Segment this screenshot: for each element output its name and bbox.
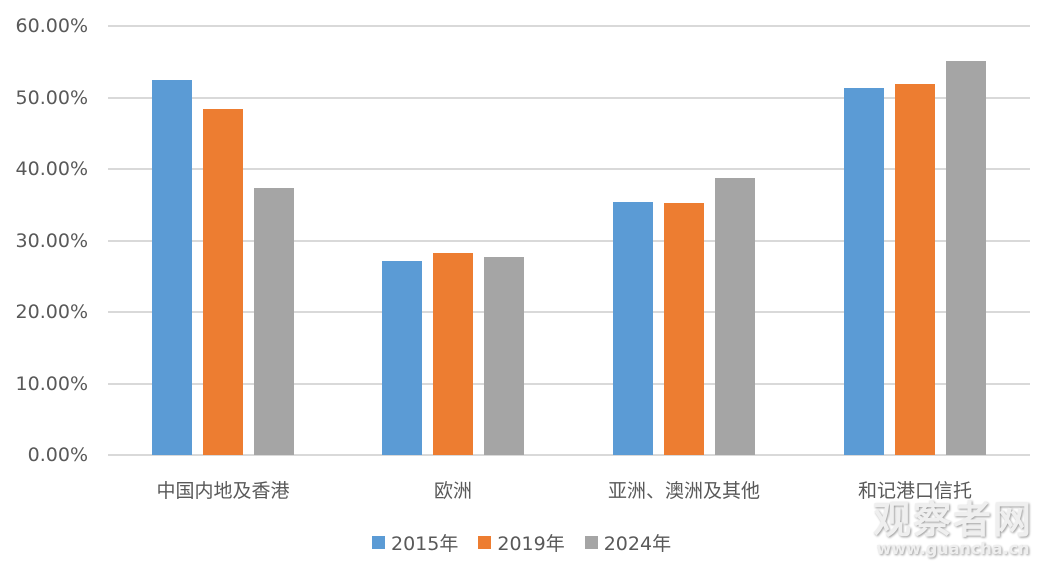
legend-item-2015: 2015年 [372, 529, 458, 556]
legend-label-2015: 2015年 [391, 533, 459, 555]
watermark-logo: 观察者网 www.guancha.cn [873, 500, 1033, 558]
bar-2024-1 [484, 256, 524, 455]
y-tick-label: 10.00% [15, 372, 88, 395]
bar-2019-2 [664, 203, 704, 455]
bar-2024-0 [254, 187, 294, 455]
x-category-label: 中国内地及香港 [156, 480, 290, 502]
legend-item-2019: 2019年 [478, 529, 565, 556]
y-tick-label: 0.00% [27, 444, 88, 466]
y-tick-label: 20.00% [15, 301, 88, 323]
gridline [108, 239, 1030, 242]
gridline [108, 96, 1030, 99]
gridline [108, 25, 1030, 27]
watermark-title: 观察者网 [872, 498, 1033, 542]
bar-2019-0 [203, 108, 243, 455]
gridline [108, 454, 1030, 456]
legend-label-2024: 2024年 [603, 533, 672, 555]
bar-2015-0 [152, 80, 192, 455]
y-tick-label: 60.00% [15, 15, 88, 37]
gridline [108, 382, 1030, 385]
bar-2015-3 [844, 88, 884, 455]
legend-swatch-2019 [478, 536, 492, 549]
bar-2024-2 [715, 178, 755, 455]
legend-swatch-2015 [372, 536, 385, 549]
bar-2015-1 [382, 261, 422, 455]
x-category-label: 和记港口信托 [857, 480, 972, 502]
legend-item-2024: 2024年 [584, 529, 672, 556]
bar-2019-3 [895, 83, 935, 455]
bar-2024-3 [946, 61, 986, 455]
x-category-label: 亚洲、澳洲及其他 [607, 480, 760, 502]
gridline [108, 311, 1030, 313]
watermark-url: www.guancha.cn [876, 539, 1030, 558]
y-tick-label: 50.00% [15, 86, 88, 109]
y-tick-label: 40.00% [15, 158, 88, 180]
x-category-label: 欧洲 [433, 480, 472, 502]
bar-2019-1 [433, 252, 473, 455]
gridline [108, 168, 1030, 170]
legend-label-2019: 2019年 [497, 533, 565, 555]
bar-2015-2 [613, 201, 653, 455]
legend-swatch-2024 [584, 536, 598, 549]
y-tick-label: 30.00% [15, 229, 88, 252]
chart-legend: 2015年 2019年 2024年 [372, 529, 691, 556]
